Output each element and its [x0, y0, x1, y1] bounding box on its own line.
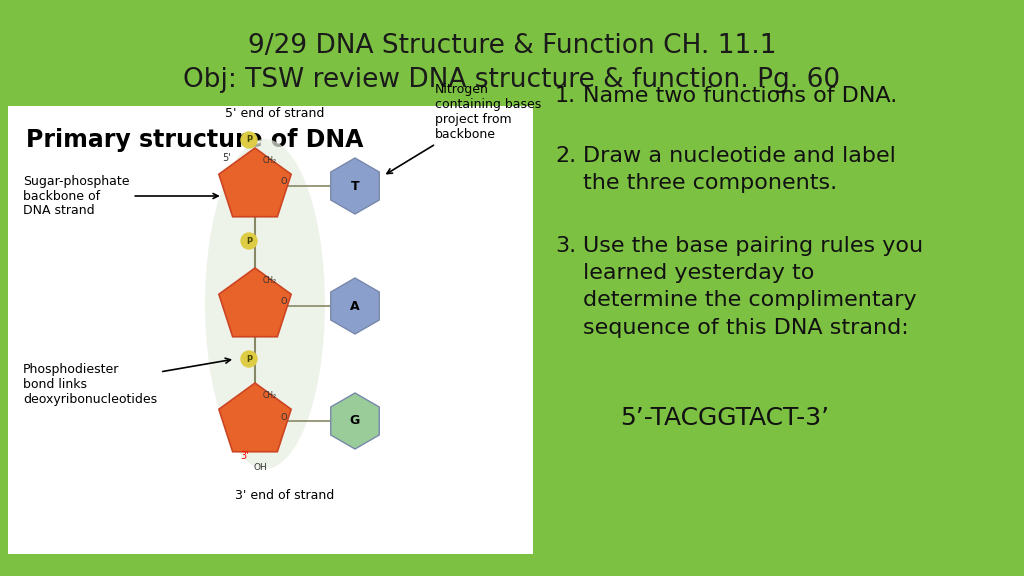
- Polygon shape: [219, 268, 291, 337]
- Text: T: T: [350, 180, 359, 192]
- Text: 5' end of strand: 5' end of strand: [225, 107, 325, 120]
- Text: Sugar-phosphate
backbone of
DNA strand: Sugar-phosphate backbone of DNA strand: [23, 175, 218, 218]
- Text: 5’-TACGGTACT-3’: 5’-TACGGTACT-3’: [620, 406, 829, 430]
- Text: OH: OH: [253, 463, 267, 472]
- FancyBboxPatch shape: [8, 106, 534, 554]
- Text: 9/29 DNA Structure & Function CH. 11.1: 9/29 DNA Structure & Function CH. 11.1: [248, 33, 776, 59]
- Polygon shape: [331, 278, 379, 334]
- Text: 2.: 2.: [555, 146, 577, 166]
- Polygon shape: [219, 383, 291, 452]
- Text: G: G: [350, 415, 360, 427]
- Text: CH₂: CH₂: [263, 156, 278, 165]
- Text: Use the base pairing rules you
learned yesterday to
determine the complimentary
: Use the base pairing rules you learned y…: [583, 236, 923, 338]
- Text: Obj: TSW review DNA structure & function. Pg. 60: Obj: TSW review DNA structure & function…: [183, 67, 841, 93]
- Text: Nitrogen
containing bases
project from
backbone: Nitrogen containing bases project from b…: [387, 83, 542, 173]
- Polygon shape: [331, 393, 379, 449]
- Text: O: O: [281, 297, 287, 306]
- Text: O: O: [281, 412, 287, 422]
- Ellipse shape: [205, 139, 325, 469]
- Text: P: P: [246, 135, 252, 145]
- Text: Draw a nucleotide and label
the three components.: Draw a nucleotide and label the three co…: [583, 146, 896, 193]
- Text: P: P: [246, 237, 252, 245]
- Text: A: A: [350, 300, 359, 313]
- Circle shape: [241, 351, 257, 367]
- Polygon shape: [219, 148, 291, 217]
- Text: O: O: [281, 177, 287, 187]
- Text: 3' end of strand: 3' end of strand: [236, 489, 335, 502]
- Polygon shape: [331, 158, 379, 214]
- Circle shape: [241, 132, 257, 148]
- Text: P: P: [246, 354, 252, 363]
- Text: 3.: 3.: [555, 236, 577, 256]
- Circle shape: [241, 233, 257, 249]
- Text: Phosphodiester
bond links
deoxyribonucleotides: Phosphodiester bond links deoxyribonucle…: [23, 358, 230, 406]
- Text: CH₂: CH₂: [263, 391, 278, 400]
- Text: Name two functions of DNA.: Name two functions of DNA.: [583, 86, 897, 106]
- Text: 5': 5': [222, 153, 231, 163]
- Text: CH₂: CH₂: [263, 276, 278, 285]
- Text: Primary structure of DNA: Primary structure of DNA: [26, 128, 364, 152]
- Text: 3': 3': [241, 452, 249, 461]
- Text: 1.: 1.: [555, 86, 577, 106]
